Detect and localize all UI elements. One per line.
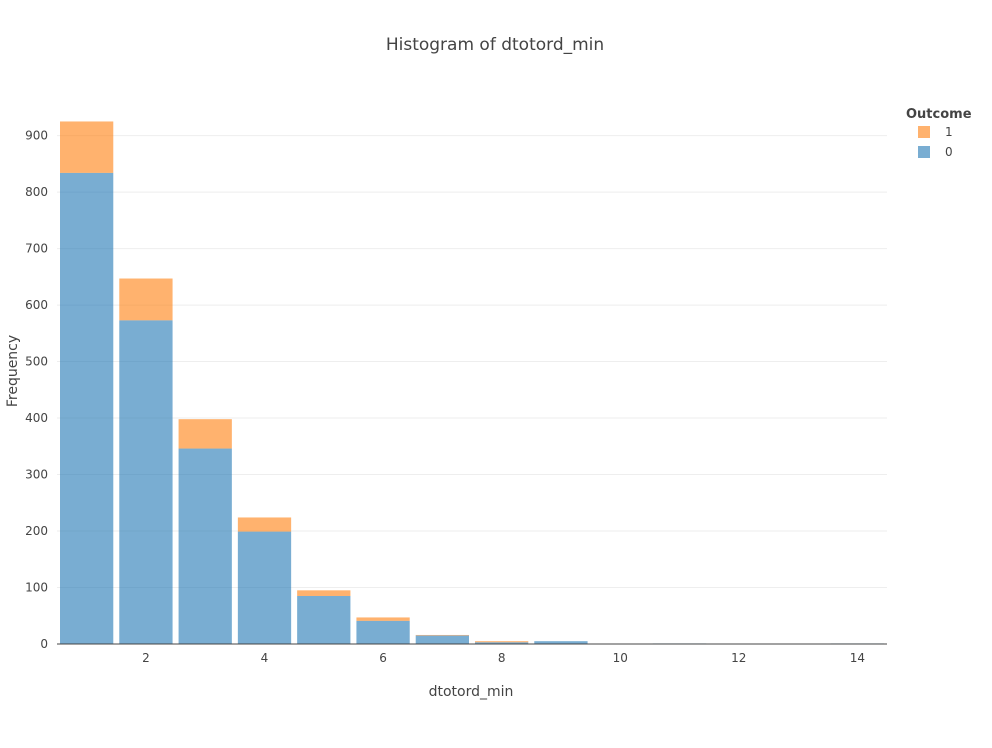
legend-swatch-0 xyxy=(918,146,930,158)
y-tick-label: 500 xyxy=(25,355,48,369)
y-tick-label: 700 xyxy=(25,242,48,256)
y-tick-label: 400 xyxy=(25,411,48,425)
y-tick-label: 200 xyxy=(25,524,48,538)
legend-label-0: 0 xyxy=(945,145,953,159)
bar-outcome-0 xyxy=(534,641,588,644)
bar-outcome-0 xyxy=(178,448,232,644)
x-tick-label: 2 xyxy=(142,651,150,665)
legend: Outcome 1 0 xyxy=(906,107,972,159)
x-tick-label: 10 xyxy=(613,651,628,665)
x-axis-label: dtotord_min xyxy=(429,684,514,700)
bar-outcome-1 xyxy=(356,617,410,621)
x-tick-label: 12 xyxy=(731,651,746,665)
bar-outcome-0 xyxy=(119,320,173,644)
bar-outcome-1 xyxy=(297,590,351,596)
y-tick-label: 900 xyxy=(25,129,48,143)
bar-outcome-1 xyxy=(119,278,173,321)
axes: 0 100 200 300 400 500 600 700 800 900 2 4 6 8 10 12 14 xyxy=(25,129,887,665)
bar-outcome-1 xyxy=(415,634,469,636)
legend-label-1: 1 xyxy=(945,125,953,139)
bar-outcome-0 xyxy=(237,531,292,644)
legend-title: Outcome xyxy=(906,107,972,122)
bar-outcome-1 xyxy=(60,121,114,173)
bars xyxy=(60,121,884,644)
bar-outcome-0 xyxy=(60,172,114,644)
y-tick-label: 0 xyxy=(40,637,48,651)
y-tick-label: 300 xyxy=(25,468,48,482)
bar-outcome-0 xyxy=(475,642,529,644)
x-tick-label: 14 xyxy=(850,651,865,665)
x-tick-label: 6 xyxy=(379,651,387,665)
y-axis-label: Frequency xyxy=(5,335,21,407)
legend-swatch-1 xyxy=(918,126,930,138)
bar-outcome-0 xyxy=(356,620,410,644)
y-tick-label: 800 xyxy=(25,185,48,199)
bar-outcome-1 xyxy=(237,517,292,532)
chart-title: Histogram of dtotord_min xyxy=(386,35,604,55)
y-tick-label: 600 xyxy=(25,298,48,312)
bar-outcome-1 xyxy=(178,419,232,449)
x-tick-label: 4 xyxy=(261,651,269,665)
bar-outcome-1 xyxy=(475,641,529,643)
bar-outcome-0 xyxy=(297,595,351,644)
x-tick-label: 8 xyxy=(498,651,506,665)
y-tick-label: 100 xyxy=(25,581,48,595)
bar-outcome-0 xyxy=(415,635,469,644)
